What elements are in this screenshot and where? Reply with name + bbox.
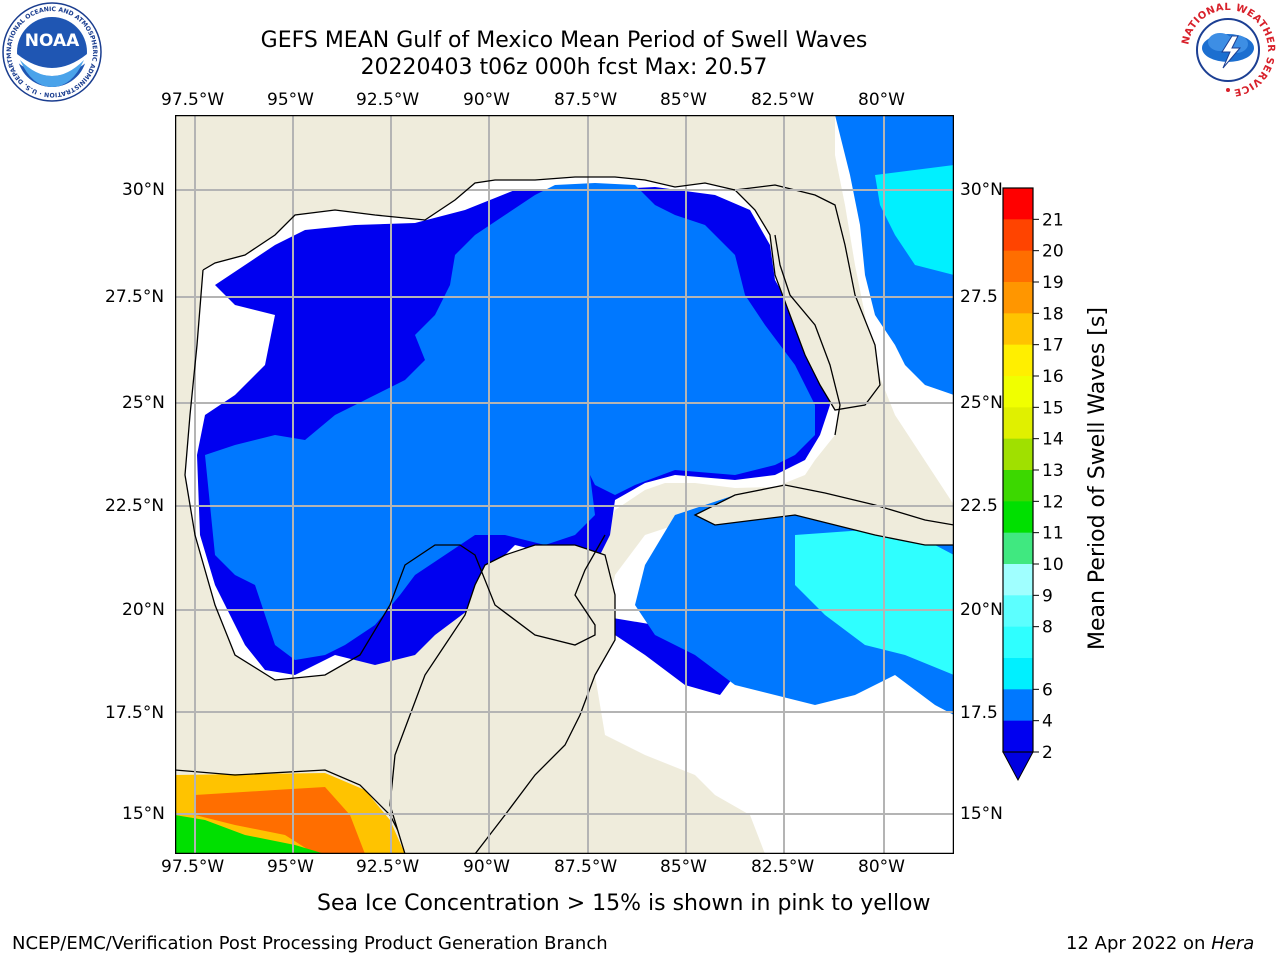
colorbar-tick-label: 20 [1042, 242, 1064, 262]
map-panel [175, 115, 954, 854]
lat-label-left: 30°N [122, 180, 165, 200]
colorbar-swatch [1003, 438, 1033, 471]
colorbar-tick-label: 6 [1042, 680, 1053, 700]
swell-deep-gulf [205, 183, 815, 660]
seagull-icon [17, 54, 87, 76]
colorbar-swatch [1003, 720, 1033, 753]
swell-caribbean-light [795, 530, 954, 675]
lon-label-top: 95°W [267, 90, 314, 110]
lon-label-bottom: 97.5°W [161, 857, 225, 877]
lon-label-bottom: 87.5°W [554, 857, 618, 877]
lon-label-top: 90°W [463, 90, 510, 110]
colorbar-swatch [1003, 313, 1033, 346]
noaa-logo: NATIONAL OCEANIC AND ATMOSPHERIC ADMINIS… [2, 2, 102, 102]
colorbar-tick-label: 13 [1042, 461, 1064, 481]
map-frame [175, 115, 954, 854]
colorbar-ticks: 21 20 19 18 17 16 15 14 13 12 11 10 9 8 6 4 2 [1033, 210, 1064, 763]
colorbar-swatch [1003, 250, 1033, 283]
colorbar-tick-label: 11 [1042, 524, 1064, 544]
lat-label-left: 20°N [122, 600, 165, 620]
colorbar-tick-label: 19 [1042, 273, 1064, 293]
lon-label-bottom: 80°W [858, 857, 905, 877]
yucatan-land [389, 544, 616, 854]
lon-label-bottom: 85°W [660, 857, 707, 877]
footer-host: Hera [1211, 933, 1255, 954]
footer-date: 12 Apr 2022 on Hera [1066, 933, 1254, 954]
colorbar-tick-label: 2 [1042, 743, 1053, 763]
lat-label-right: 27.5 [960, 287, 998, 307]
colorbar-swatch [1003, 219, 1033, 252]
gulf-coastline [184, 176, 841, 681]
lon-label-bottom: 90°W [463, 857, 510, 877]
colorbar-swatches [1003, 188, 1033, 753]
colorbar-swatch [1003, 595, 1033, 628]
colorbar-swatch [1003, 689, 1033, 722]
lat-label-right: 25°N [960, 393, 1003, 413]
colorbar: 21 20 19 18 17 16 15 14 13 12 11 10 9 8 6 4 2 [1002, 187, 1064, 782]
lat-lon-grid [175, 115, 954, 854]
colorbar-tick-label: 12 [1042, 492, 1064, 512]
nws-logo: NATIONAL WEATHER SERVICE [1180, 2, 1276, 98]
colorbar-tick-label: 8 [1042, 618, 1053, 638]
lon-label-top: 85°W [660, 90, 707, 110]
colorbar-swatch [1003, 564, 1033, 596]
colorbar-swatch [1003, 376, 1033, 408]
colorbar-tick-label: 21 [1042, 210, 1064, 230]
colorbar-tick-label: 9 [1042, 586, 1053, 606]
colorbar-tick-label: 4 [1042, 712, 1053, 732]
colorbar-extend-arrow [1002, 751, 1034, 782]
lon-label-top: 82.5°W [751, 90, 815, 110]
lat-label-left: 22.5°N [105, 496, 165, 516]
colorbar-swatch [1003, 344, 1033, 377]
colorbar-tick-label: 10 [1042, 555, 1064, 575]
lon-label-top: 97.5°W [161, 90, 225, 110]
colorbar-swatch [1003, 658, 1033, 690]
colorbar-swatch [1003, 470, 1033, 502]
lon-label-top: 80°W [858, 90, 905, 110]
lat-label-right: 22.5 [960, 496, 998, 516]
colorbar-swatch [1003, 501, 1033, 534]
colorbar-tick-label: 18 [1042, 304, 1064, 324]
swell-pacific-red [195, 787, 365, 854]
colorbar-swatch [1003, 626, 1033, 659]
lightning-icon [1221, 35, 1242, 69]
colorbar-label: Mean Period of Swell Waves [s] [1085, 307, 1110, 650]
footer-date-text: 12 Apr 2022 on [1066, 933, 1206, 954]
colorbar-swatch [1003, 532, 1033, 565]
swell-pacific-green [175, 815, 325, 854]
map-title: GEFS MEAN Gulf of Mexico Mean Period of … [260, 28, 868, 53]
footer-branch: NCEP/EMC/Verification Post Processing Pr… [12, 933, 608, 954]
lon-label-bottom: 95°W [267, 857, 314, 877]
lat-label-right: 30°N [960, 180, 1003, 200]
lat-label-left: 25°N [122, 393, 165, 413]
colorbar-tick-label: 17 [1042, 336, 1064, 356]
noaa-wordmark: NOAA [25, 31, 80, 51]
sea-ice-note: Sea Ice Concentration > 15% is shown in … [317, 891, 931, 916]
lat-label-left: 17.5°N [105, 703, 165, 723]
colorbar-swatch [1003, 407, 1033, 440]
lat-label-right: 20°N [960, 600, 1003, 620]
lat-label-right: 17.5 [960, 703, 998, 723]
lat-label-right: 15°N [960, 804, 1003, 824]
colorbar-tick-label: 15 [1042, 398, 1064, 418]
lon-label-bottom: 92.5°W [356, 857, 420, 877]
lat-label-left: 27.5°N [105, 287, 165, 307]
colorbar-swatch [1003, 282, 1033, 314]
lat-label-left: 15°N [122, 804, 165, 824]
colorbar-tick-label: 14 [1042, 430, 1064, 450]
pacific-coastline [175, 769, 411, 854]
lon-label-top: 87.5°W [554, 90, 618, 110]
lon-label-bottom: 82.5°W [751, 857, 815, 877]
colorbar-swatch [1003, 188, 1033, 220]
colorbar-tick-label: 16 [1042, 367, 1064, 387]
cuba-land [693, 484, 954, 546]
swell-atlantic-light [875, 165, 954, 275]
map-subtitle: 20220403 t06z 000h fcst Max: 20.57 [360, 55, 768, 80]
lon-label-top: 92.5°W [356, 90, 420, 110]
